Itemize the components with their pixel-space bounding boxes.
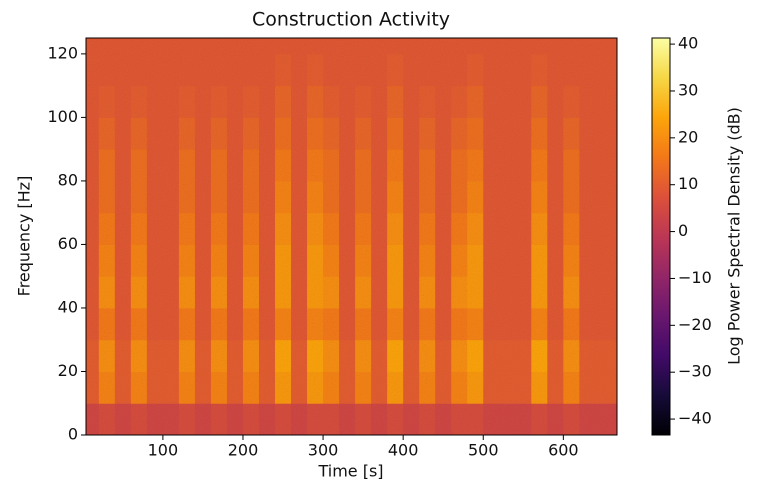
colorbar-tick-label: 30 xyxy=(678,80,698,99)
colorbar xyxy=(651,37,671,436)
colorbar-tick-label: 0 xyxy=(678,221,688,240)
colorbar-tick-label: −10 xyxy=(678,268,712,287)
y-tick-label: 100 xyxy=(47,107,78,126)
colorbar-label: Log Power Spectral Density (dB) xyxy=(725,107,744,365)
x-axis-label: Time [s] xyxy=(317,462,383,481)
plot-frame xyxy=(85,37,618,436)
colorbar-tick-label: 40 xyxy=(678,34,698,53)
y-tick-label: 20 xyxy=(58,361,78,380)
colorbar-tick-label: −30 xyxy=(678,362,712,381)
colorbar-tick-label: −20 xyxy=(678,315,712,334)
noise-texture xyxy=(86,38,617,435)
y-tick-label: 80 xyxy=(58,170,78,189)
x-tick-label: 400 xyxy=(388,441,419,460)
chart-title: Construction Activity xyxy=(252,9,450,31)
y-tick-label: 60 xyxy=(58,234,78,253)
x-tick-label: 300 xyxy=(308,441,339,460)
y-axis-label: Frequency [Hz] xyxy=(15,176,34,297)
x-tick-label: 200 xyxy=(228,441,259,460)
y-tick-label: 120 xyxy=(47,43,78,62)
y-tick-label: 0 xyxy=(68,425,78,444)
colorbar-tick-label: 20 xyxy=(678,127,698,146)
y-tick-label: 40 xyxy=(58,297,78,316)
colorbar-tick-label: 10 xyxy=(678,174,698,193)
x-tick-label: 500 xyxy=(468,441,499,460)
x-tick-label: 100 xyxy=(148,441,179,460)
x-tick-label: 600 xyxy=(548,441,579,460)
colorbar-tick-label: −40 xyxy=(678,409,712,428)
